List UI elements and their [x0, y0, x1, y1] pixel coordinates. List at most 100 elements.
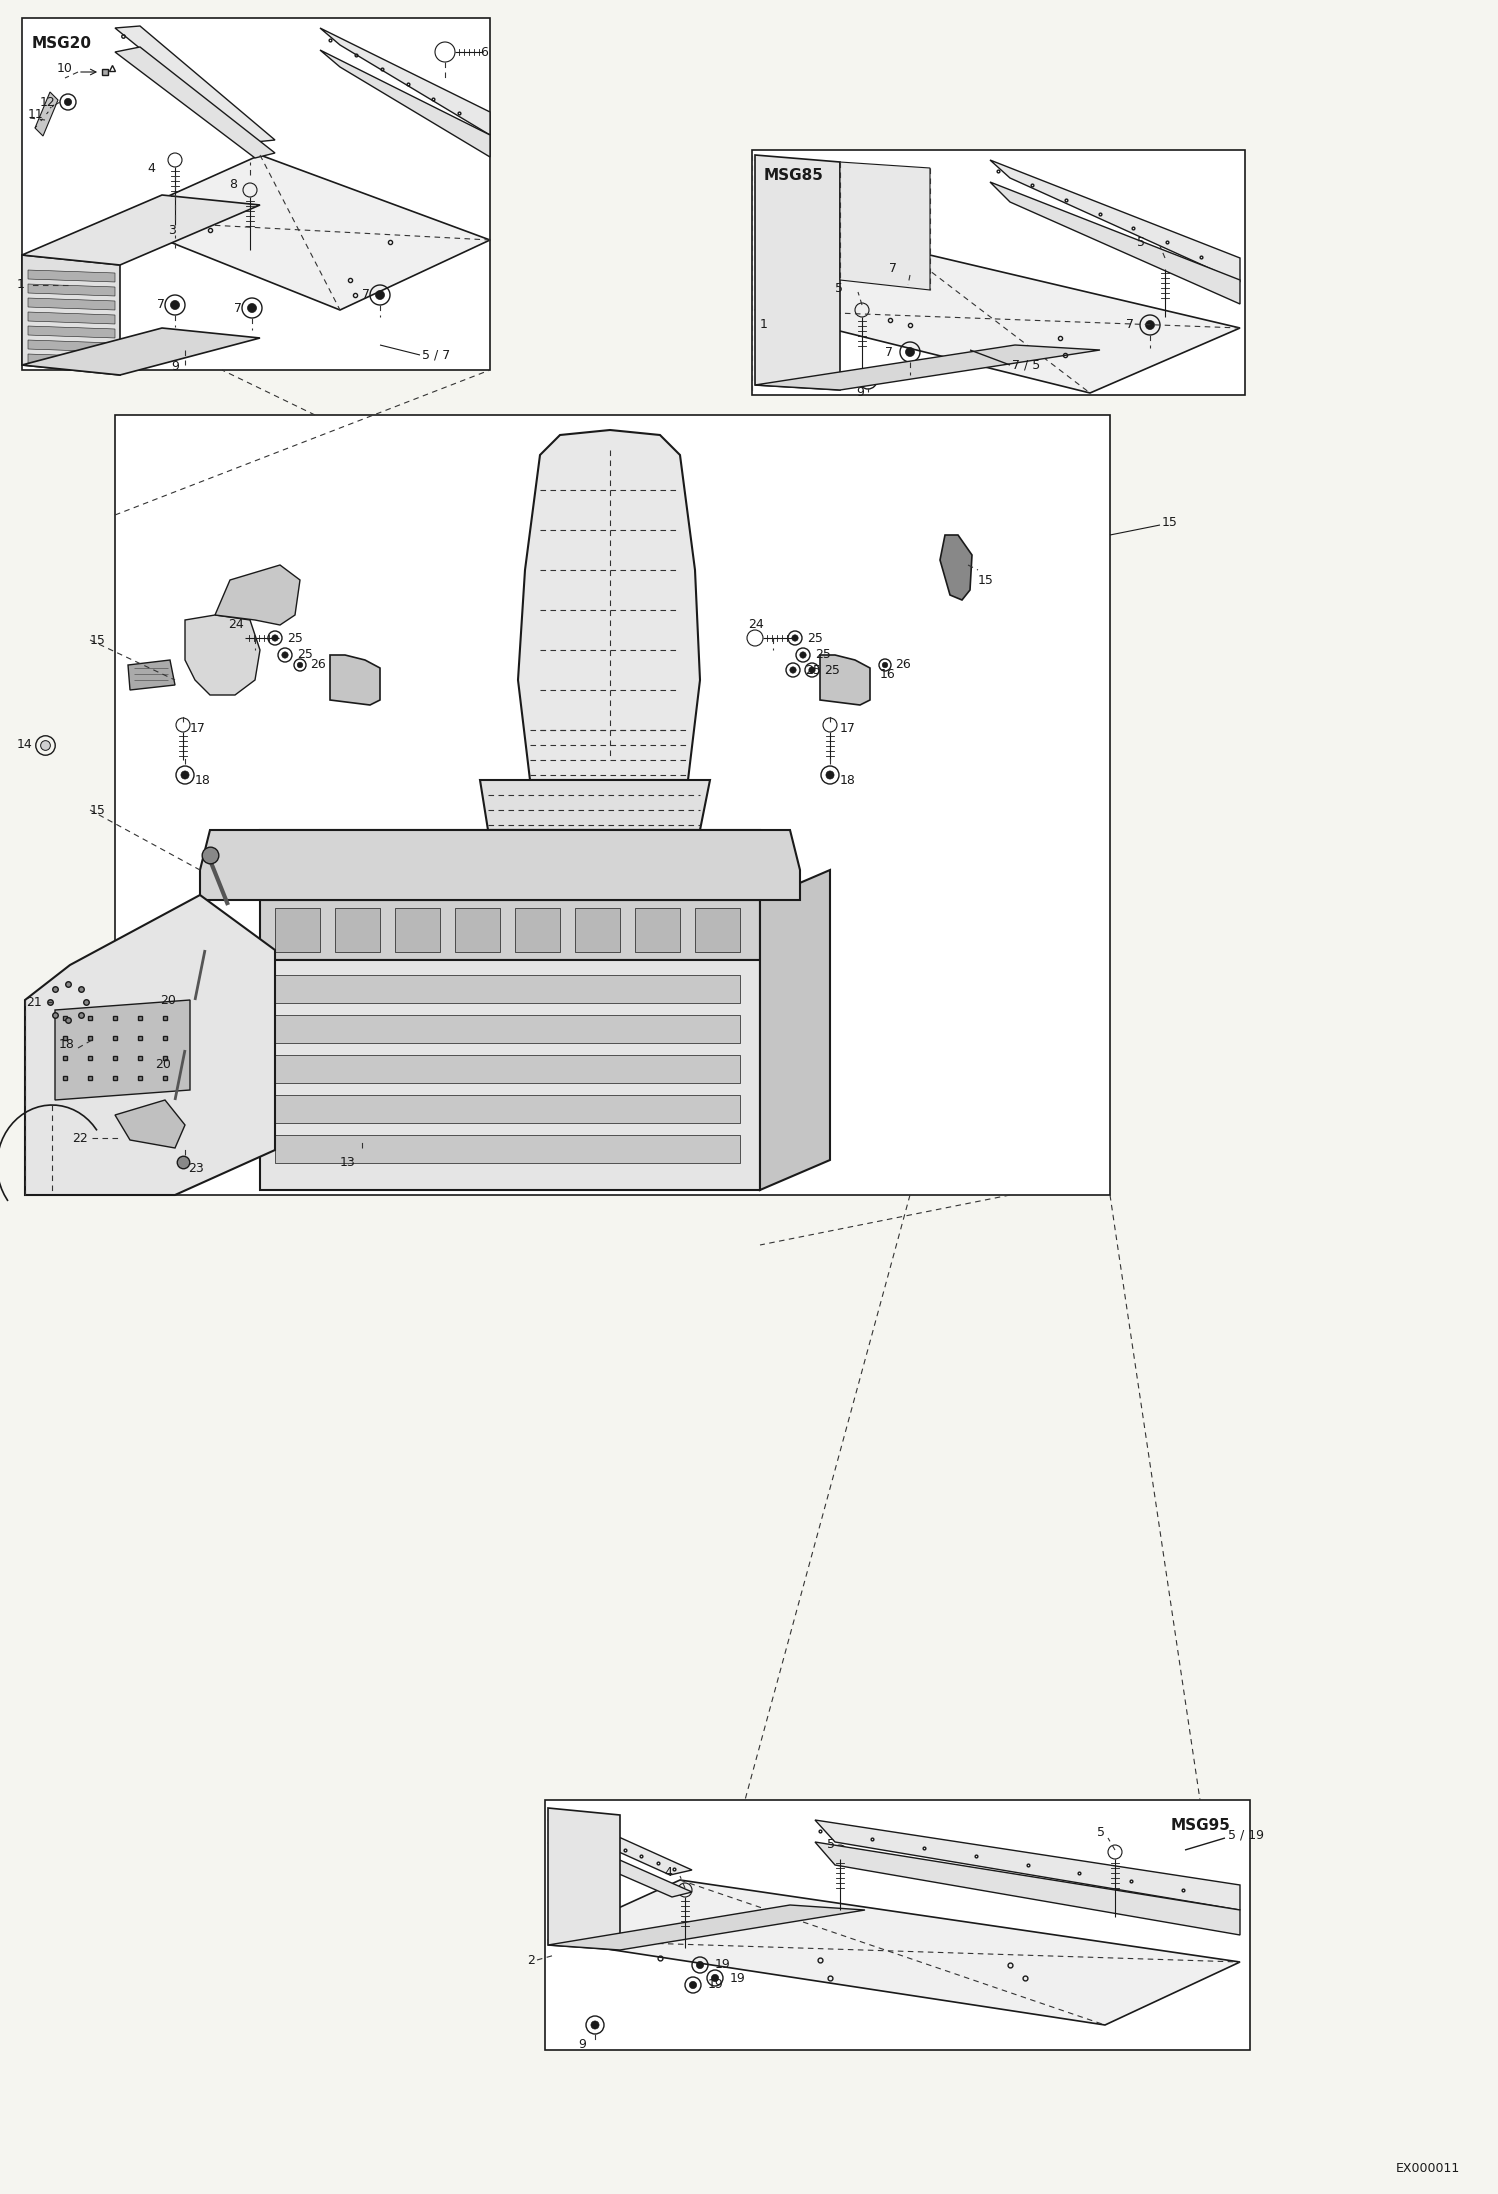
Polygon shape — [261, 829, 759, 900]
Polygon shape — [22, 327, 261, 375]
Text: 26: 26 — [310, 658, 325, 671]
Text: 16: 16 — [879, 669, 896, 682]
Polygon shape — [548, 1814, 692, 1876]
Polygon shape — [548, 1839, 692, 1898]
Text: 13: 13 — [339, 1156, 355, 1169]
Polygon shape — [28, 340, 115, 351]
Polygon shape — [127, 660, 175, 689]
Circle shape — [792, 634, 798, 641]
Circle shape — [905, 347, 914, 355]
Polygon shape — [755, 344, 1100, 391]
Text: MSG85: MSG85 — [764, 169, 824, 182]
Text: 18: 18 — [195, 774, 211, 785]
Text: 21: 21 — [27, 996, 42, 1009]
Text: MSG20: MSG20 — [31, 35, 91, 50]
Polygon shape — [34, 92, 58, 136]
Polygon shape — [695, 908, 740, 952]
Polygon shape — [515, 908, 560, 952]
Polygon shape — [395, 908, 440, 952]
Circle shape — [282, 652, 288, 658]
Polygon shape — [755, 156, 840, 391]
Circle shape — [181, 770, 189, 779]
Circle shape — [712, 1975, 719, 1981]
Polygon shape — [276, 1016, 740, 1042]
Text: 11: 11 — [28, 108, 43, 121]
Polygon shape — [28, 312, 115, 325]
Text: 25: 25 — [807, 632, 822, 645]
Circle shape — [376, 290, 385, 301]
Text: 9: 9 — [171, 360, 178, 373]
Polygon shape — [276, 974, 740, 1003]
Polygon shape — [261, 961, 759, 1189]
Polygon shape — [455, 908, 500, 952]
Text: 8: 8 — [229, 178, 237, 191]
Polygon shape — [115, 46, 276, 158]
Polygon shape — [990, 160, 1240, 283]
Polygon shape — [28, 327, 115, 338]
Text: 5: 5 — [834, 281, 843, 294]
Text: 5 / 19: 5 / 19 — [1228, 1828, 1264, 1841]
Polygon shape — [55, 1000, 190, 1099]
Polygon shape — [115, 156, 490, 309]
Circle shape — [171, 301, 180, 309]
Polygon shape — [28, 270, 115, 283]
Text: 7: 7 — [888, 261, 897, 274]
Polygon shape — [321, 50, 490, 158]
Text: 15: 15 — [1162, 516, 1177, 529]
Polygon shape — [840, 162, 930, 290]
Text: 7: 7 — [157, 298, 165, 312]
Polygon shape — [321, 29, 490, 136]
Polygon shape — [548, 1904, 864, 1950]
Text: 25: 25 — [288, 632, 303, 645]
Text: 5: 5 — [1097, 1825, 1106, 1839]
Polygon shape — [22, 195, 261, 265]
Polygon shape — [819, 656, 870, 704]
Text: 17: 17 — [840, 722, 855, 735]
Polygon shape — [261, 900, 759, 961]
Circle shape — [247, 303, 256, 312]
Circle shape — [271, 634, 279, 641]
Text: 7: 7 — [234, 301, 243, 314]
Text: 15: 15 — [978, 573, 993, 586]
Text: 19: 19 — [730, 1972, 746, 1986]
Text: 19: 19 — [715, 1959, 731, 1972]
Polygon shape — [575, 908, 620, 952]
Text: 7: 7 — [1126, 318, 1134, 331]
Circle shape — [864, 375, 872, 384]
Polygon shape — [990, 182, 1240, 305]
Polygon shape — [336, 908, 380, 952]
Text: 26: 26 — [894, 658, 911, 671]
Text: 24: 24 — [228, 619, 244, 632]
Polygon shape — [28, 283, 115, 296]
Text: 6: 6 — [479, 46, 488, 59]
Text: 25: 25 — [815, 649, 831, 663]
Circle shape — [689, 1981, 697, 1988]
Polygon shape — [759, 871, 830, 1189]
Text: 1: 1 — [16, 279, 25, 292]
Circle shape — [181, 338, 189, 347]
Polygon shape — [755, 178, 915, 272]
Polygon shape — [28, 353, 115, 366]
Circle shape — [64, 99, 72, 105]
Text: 25: 25 — [804, 663, 821, 676]
Text: 5 / 7: 5 / 7 — [422, 349, 451, 362]
Text: 9: 9 — [855, 386, 864, 399]
Circle shape — [825, 770, 834, 779]
Circle shape — [908, 263, 917, 272]
Polygon shape — [276, 1134, 740, 1163]
Text: 20: 20 — [160, 994, 175, 1007]
Polygon shape — [548, 1880, 1240, 2025]
Text: 7: 7 — [885, 344, 893, 358]
Circle shape — [1146, 320, 1155, 329]
Text: 18: 18 — [840, 774, 855, 785]
Text: 5: 5 — [827, 1839, 834, 1852]
Polygon shape — [635, 908, 680, 952]
Bar — [752, 149, 1245, 395]
Text: 12: 12 — [39, 97, 55, 108]
Text: 4: 4 — [664, 1865, 673, 1878]
Circle shape — [697, 1961, 704, 1968]
Text: 25: 25 — [824, 663, 840, 676]
Text: 5: 5 — [1137, 235, 1144, 248]
Polygon shape — [28, 298, 115, 309]
Text: 7 / 5: 7 / 5 — [1013, 358, 1040, 371]
